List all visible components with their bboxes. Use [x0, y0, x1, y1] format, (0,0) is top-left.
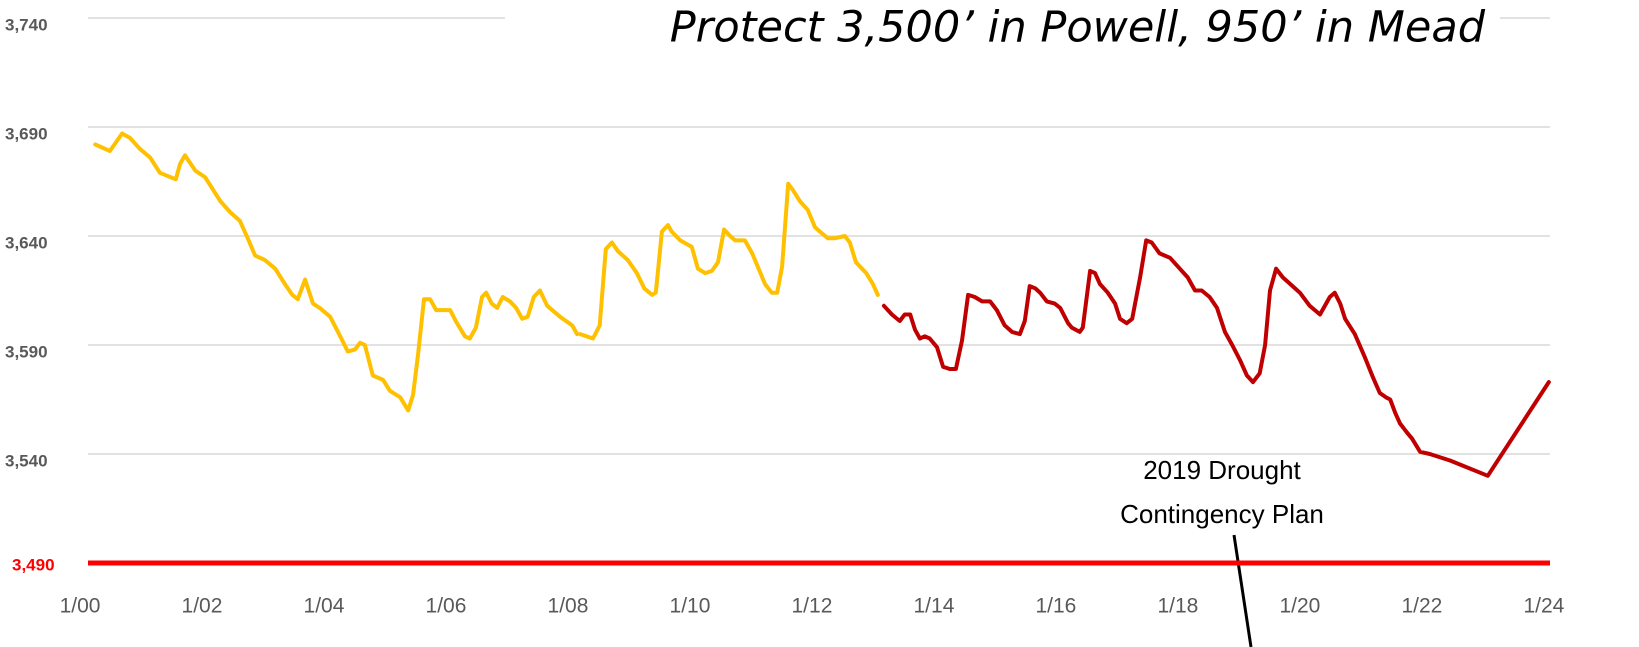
annotation-leader: [1232, 534, 1253, 647]
threshold-label: 3,490: [12, 555, 55, 574]
series-line: [93, 131, 580, 413]
y-tick-label: 3,740: [5, 15, 48, 34]
chart-title: Protect 3,500’ in Powell, 950’ in Mead: [670, 3, 1486, 53]
annotation: 2019 Drought: [1143, 455, 1301, 485]
x-tick-label: 1/24: [1523, 595, 1564, 618]
x-tick-label: 1/16: [1035, 595, 1076, 618]
annotation: Contingency Plan: [1120, 499, 1324, 529]
x-tick-label: 1/12: [792, 595, 833, 618]
title-backing: [505, 0, 1500, 62]
y-tick-label: 3,690: [5, 124, 48, 143]
series-line: [881, 238, 1551, 478]
x-tick-label: 1/10: [670, 595, 711, 618]
x-tick-label: 1/14: [914, 595, 955, 618]
x-tick-label: 1/04: [304, 595, 345, 618]
x-tick-label: 1/20: [1279, 595, 1320, 618]
y-tick-label: 3,640: [5, 233, 48, 252]
x-tick-label: 1/08: [548, 595, 589, 618]
x-tick-label: 1/18: [1157, 595, 1198, 618]
y-tick-label: 3,590: [5, 342, 48, 361]
x-tick-label: 1/02: [182, 595, 223, 618]
y-tick-label: 3,540: [5, 451, 48, 470]
x-tick-label: 1/22: [1401, 595, 1442, 618]
x-tick-label: 1/06: [426, 595, 467, 618]
series-line: [578, 181, 880, 341]
x-tick-label: 1/00: [60, 595, 101, 618]
